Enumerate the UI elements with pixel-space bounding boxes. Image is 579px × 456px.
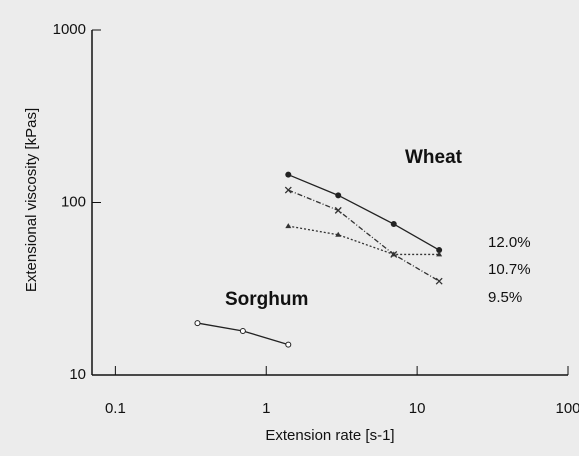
series-label: 9.5% [488, 289, 522, 306]
y-tick-label: 1000 [53, 21, 86, 38]
point [435, 277, 443, 285]
series-line [288, 225, 440, 256]
annotation: Wheat [405, 147, 463, 168]
series-line [288, 189, 440, 282]
point [390, 221, 397, 228]
point [335, 231, 342, 237]
point [284, 186, 292, 194]
x-tick-label: 100 [555, 400, 579, 417]
point [285, 223, 292, 229]
point [239, 327, 246, 334]
point [436, 251, 443, 257]
series-label: 12.0% [488, 234, 531, 251]
y-tick-label: 10 [69, 366, 86, 383]
x-tick-label: 0.1 [105, 400, 126, 417]
point [436, 247, 443, 254]
series-line [288, 174, 440, 251]
x-tick-label: 1 [262, 400, 270, 417]
point [334, 206, 342, 214]
x-tick-label: 10 [409, 400, 426, 417]
series-label: Sorghum [225, 289, 308, 310]
point [194, 320, 201, 327]
point [335, 192, 342, 199]
point [390, 250, 398, 258]
y-axis-label: Extensional viscosity [kPas] [23, 108, 40, 292]
y-tick-label: 100 [61, 193, 86, 210]
series-label: 10.7% [488, 261, 531, 278]
point [285, 341, 292, 348]
point [285, 171, 292, 178]
x-axis-label: Extension rate [s-1] [265, 427, 394, 444]
